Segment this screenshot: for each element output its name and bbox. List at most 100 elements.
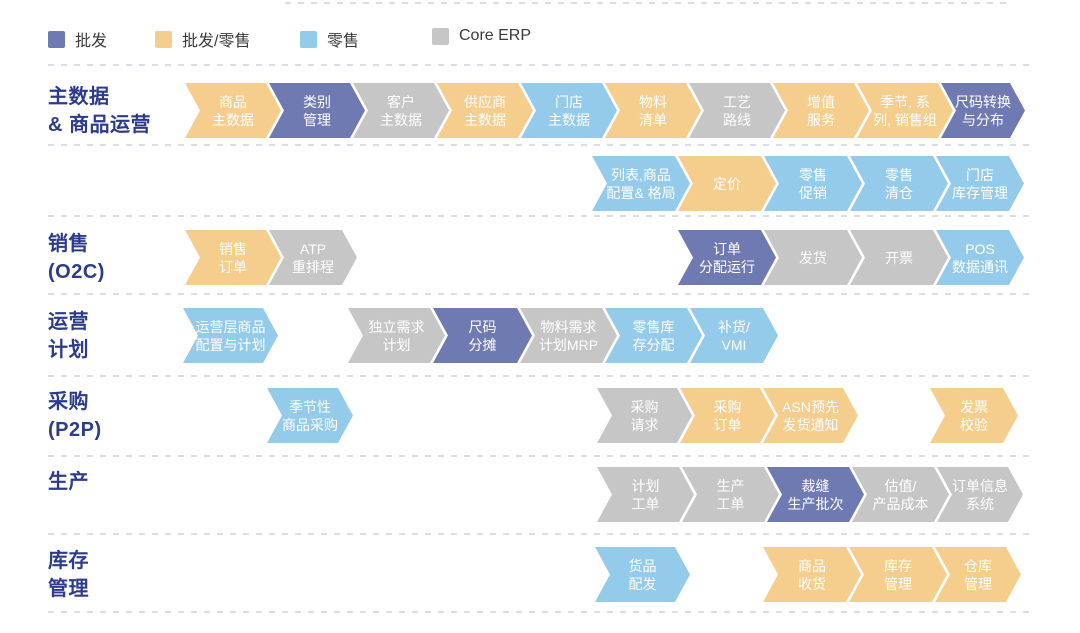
- process-step-label-line: 订单: [713, 416, 742, 433]
- process-step-label-line: 季节性: [289, 398, 331, 415]
- process-step-label-line: 路线: [723, 111, 751, 128]
- process-step-label-line: 产品成本: [872, 495, 929, 512]
- dashed-separator: [48, 64, 1030, 66]
- process-step: 零售 促销: [764, 156, 862, 211]
- process-step-label-line: 生产批次: [787, 495, 844, 512]
- process-step-label-line: 管理: [964, 575, 992, 592]
- process-step: 补货/VMI: [690, 308, 778, 363]
- process-step: 商品 主数据: [185, 83, 281, 138]
- process-step-label-line: VMI: [721, 336, 747, 353]
- process-step-label-line: 采购: [630, 398, 659, 415]
- process-step-label-line: 门店: [966, 166, 994, 183]
- process-step-label-line: 采购: [713, 398, 742, 415]
- process-step: 销售 订单: [185, 230, 281, 285]
- dashed-separator: [48, 611, 1030, 613]
- process-step-label-line: 尺码转换: [955, 93, 1011, 110]
- row-label-line: 主数据: [48, 85, 110, 108]
- row-label-line: (P2P): [48, 418, 102, 441]
- process-step: 货品 配发: [595, 547, 690, 602]
- process-step-label-line: 管理: [303, 111, 331, 128]
- process-step-label-line: 商品采购: [282, 416, 338, 433]
- legend-label: 批发: [75, 33, 108, 50]
- process-step: 裁缝 生产批次: [767, 467, 864, 522]
- process-step: 零售库 存分配: [605, 308, 702, 363]
- dashed-separator: [48, 533, 1030, 535]
- legend-swatch-retail: [300, 30, 317, 48]
- process-step: 计划 工单: [597, 467, 694, 522]
- process-step: 定价: [678, 156, 776, 211]
- dashed-separator: [48, 375, 1030, 377]
- legend-swatch-core: [432, 27, 449, 45]
- legend-label: 零售: [327, 33, 360, 50]
- process-step-label-line: 仓库: [964, 557, 992, 574]
- process-step: 列表,商品 配置& 格局: [592, 156, 690, 211]
- process-step-label-line: 运营层商品: [195, 318, 266, 335]
- legend-label: Core ERP: [459, 27, 532, 44]
- process-step: 类别 管理: [269, 83, 365, 138]
- process-step: 尺码 分摊: [433, 308, 532, 363]
- process-step: 客户 主数据: [353, 83, 449, 138]
- process-step: 零售 清仓: [850, 156, 948, 211]
- process-step-label-line: 货品: [628, 557, 657, 574]
- process-step-label-line: 促销: [799, 184, 827, 201]
- dashed-separator: [48, 455, 1030, 457]
- process-step: 采购 请求: [597, 388, 692, 443]
- process-step-label-line: 库存管理: [952, 184, 1008, 201]
- process-step-label-line: 类别: [303, 93, 331, 110]
- process-step-label-line: 订单: [713, 240, 741, 257]
- process-step: 季节性 商品采购: [267, 388, 353, 443]
- process-step: 门店 库存管理: [936, 156, 1024, 211]
- process-step-label-line: 生产: [716, 477, 745, 494]
- row-label-line: 计划: [48, 338, 89, 361]
- process-step-label-line: 请求: [630, 416, 659, 433]
- process-step: 开票: [850, 230, 948, 285]
- legend-item-core: Core ERP: [432, 27, 531, 45]
- process-step-label-line: 客户: [387, 93, 415, 110]
- row-label-master-data: 主数据 & 商品运营: [48, 83, 198, 138]
- process-step: 物料 清单: [605, 83, 701, 138]
- process-step-label-line: 裁缝: [801, 477, 830, 494]
- process-step-label-line: 物料: [639, 93, 667, 110]
- row-label-line: 采购: [48, 390, 89, 413]
- process-step-label-line: 配置与计划: [195, 336, 266, 353]
- process-step: 仓库 管理: [935, 547, 1021, 602]
- process-step-label-line: 订单信息: [952, 477, 1008, 494]
- process-step: 估值/产品成本: [852, 467, 949, 522]
- process-step-label-line: 发票: [960, 398, 988, 415]
- process-step-label-line: 独立需求: [368, 318, 425, 335]
- process-step: 订单信息 系统: [937, 467, 1023, 522]
- dashed-separator: [285, 2, 1007, 4]
- process-step: 工艺 路线: [689, 83, 785, 138]
- process-step-label-line: 收货: [798, 575, 826, 592]
- process-step-label-line: 与分布: [962, 111, 1004, 128]
- legend-swatch-wholesale: [48, 30, 65, 48]
- legend-swatch-wholesale_retail: [155, 30, 172, 48]
- process-step: 供应商 主数据: [437, 83, 533, 138]
- row-label-line: 运营: [48, 310, 89, 333]
- process-step-label-line: 估值/: [884, 477, 917, 494]
- process-step-label-line: POS: [965, 240, 995, 257]
- process-step-label-line: 重排程: [292, 258, 334, 275]
- process-step-label-line: ATP: [299, 240, 327, 257]
- row-label-production: 生产: [48, 467, 198, 523]
- process-step-label-line: 增值: [807, 93, 835, 110]
- dashed-separator: [48, 215, 1030, 217]
- process-step-label-line: 供应商: [464, 93, 506, 110]
- process-step-label-line: 零售: [885, 166, 913, 183]
- process-step-label-line: 主数据: [212, 111, 254, 128]
- process-step-label-line: 配置& 格局: [606, 184, 676, 201]
- process-step-label-line: 季节, 系: [880, 93, 930, 110]
- process-step-label-line: 列, 销售组: [873, 111, 937, 128]
- process-step-label-line: 列表,商品: [611, 166, 671, 183]
- legend-item-retail: 零售: [300, 27, 359, 51]
- process-step-label-line: 清单: [639, 111, 667, 128]
- row-label-line: 管理: [48, 577, 89, 600]
- process-step: 季节, 系列, 销售组: [857, 83, 953, 138]
- process-step-label-line: 工艺: [723, 93, 751, 110]
- process-step-label-line: 库存: [884, 557, 912, 574]
- process-step: 尺码转换 与分布: [941, 83, 1025, 138]
- process-step-label-line: 工单: [716, 495, 745, 512]
- row-label-inventory-management: 库存 管理: [48, 547, 198, 602]
- process-step-label-line: 计划MRP: [538, 336, 599, 353]
